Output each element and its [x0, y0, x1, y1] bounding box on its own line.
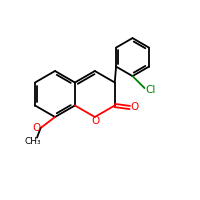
Text: CH₃: CH₃: [25, 136, 41, 146]
Text: O: O: [32, 123, 40, 133]
Text: O: O: [130, 102, 138, 112]
Text: O: O: [92, 116, 100, 126]
Text: Cl: Cl: [145, 85, 155, 95]
